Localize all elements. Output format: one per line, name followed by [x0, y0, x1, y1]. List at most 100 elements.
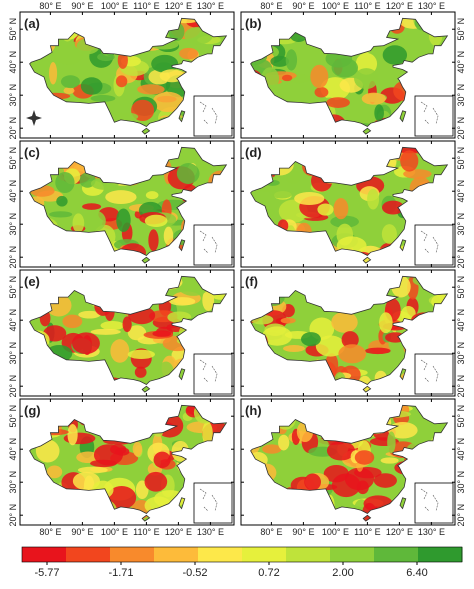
- map-patch: [60, 75, 80, 89]
- map-patch: [285, 49, 298, 71]
- lon-label: 120° E: [165, 527, 192, 537]
- lat-label: 20° N: [8, 504, 18, 527]
- panel: (e) 50° N 40° N 30° N 20° N: [8, 269, 235, 398]
- lon-label: 110° E: [354, 527, 380, 537]
- inset-islands: [199, 230, 218, 254]
- inset-frame: [193, 353, 233, 395]
- lon-label: 110° E: [133, 1, 159, 11]
- map-patch: [364, 347, 391, 355]
- inset-islands: [420, 230, 439, 254]
- compass: [26, 110, 42, 126]
- lat-label: 30° N: [8, 213, 18, 236]
- map-patch: [380, 457, 399, 464]
- lat-label: 50° N: [456, 18, 466, 41]
- legend-swatch: [154, 547, 199, 562]
- border: [29, 146, 228, 264]
- map-patch: [63, 87, 75, 95]
- legend-frame: [21, 546, 463, 563]
- map-patch: [83, 210, 106, 232]
- border: [250, 275, 449, 393]
- map-patch: [304, 473, 322, 491]
- map-patch: [283, 345, 305, 353]
- map-patch: [338, 344, 367, 364]
- map-patch: [381, 224, 397, 244]
- lat-label: 50° N: [456, 276, 466, 299]
- panel-label: (b): [245, 16, 262, 31]
- map-patch: [56, 195, 68, 207]
- map-patch: [326, 440, 356, 461]
- map-patch: [202, 421, 213, 446]
- panel: (a) 80° E 90° E 100° E 110° E 120° E 130° E 50°…: [8, 1, 235, 140]
- map-patch: [90, 94, 116, 102]
- map-patch: [387, 431, 396, 454]
- map-patch: [278, 434, 290, 451]
- map-patch: [294, 191, 325, 206]
- panel-label: (f): [245, 274, 258, 289]
- map-patch: [132, 441, 143, 457]
- lon-label: 110° E: [133, 527, 159, 537]
- legend-swatch: [330, 547, 375, 562]
- map-patch: [100, 320, 125, 331]
- map-patch: [148, 229, 159, 252]
- lat-label: 20° N: [8, 246, 18, 269]
- lat-label: 30° N: [8, 471, 18, 494]
- legend-label: 6.40: [406, 567, 427, 579]
- map-patch: [271, 190, 292, 199]
- lat-label: 50° N: [456, 147, 466, 170]
- map-patch: [202, 289, 215, 311]
- map-patch: [77, 466, 108, 474]
- legend-swatch: [242, 547, 287, 562]
- map-patch: [314, 87, 329, 98]
- map-patch: [110, 339, 130, 363]
- lat-label: 50° N: [8, 147, 18, 170]
- inset-frame: [193, 95, 233, 137]
- map-patch: [115, 75, 128, 88]
- map-patch: [176, 163, 200, 184]
- lon-label: 120° E: [165, 1, 192, 11]
- border: [250, 17, 449, 135]
- map-patch: [151, 54, 179, 73]
- panel-label: (h): [245, 403, 262, 418]
- lon-label: 80° E: [260, 1, 282, 11]
- lat-label: 20° N: [456, 117, 466, 140]
- legend-swatch: [22, 547, 67, 562]
- map-patch: [169, 297, 196, 306]
- map-patch: [144, 214, 168, 227]
- lon-label: 100° E: [101, 527, 128, 537]
- map-patch: [163, 226, 174, 246]
- inset-frame: [193, 482, 233, 524]
- map-patch: [152, 330, 172, 337]
- legend-label: -1.71: [108, 567, 133, 579]
- map-patch: [261, 326, 293, 346]
- lat-label: 40° N: [8, 309, 18, 332]
- map-patch: [373, 473, 397, 488]
- lat-label: 30° N: [456, 213, 466, 236]
- map-patch: [379, 312, 393, 334]
- map-patch: [127, 349, 156, 359]
- map-patch: [331, 473, 361, 498]
- panel: (d) 50° N 40° N 30° N 20° N: [240, 140, 466, 269]
- map-patch: [97, 52, 115, 62]
- map-patch: [153, 451, 171, 468]
- map-patch: [354, 68, 379, 90]
- lat-label: 20° N: [456, 375, 466, 398]
- lat-label: 40° N: [456, 438, 466, 461]
- lat-label: 30° N: [456, 471, 466, 494]
- panel-label: (d): [245, 145, 262, 160]
- map-patch: [382, 45, 408, 65]
- map-patch: [90, 328, 121, 335]
- panel: (c) 50° N 40° N 30° N 20° N: [8, 140, 235, 269]
- map-patch: [310, 64, 329, 89]
- legend-label: -0.52: [182, 567, 207, 579]
- map-patch: [400, 150, 419, 172]
- lat-label: 20° N: [8, 117, 18, 140]
- inset-frame: [414, 224, 454, 266]
- map-patch: [72, 332, 100, 355]
- lat-label: 20° N: [456, 504, 466, 527]
- legend-swatch: [198, 547, 243, 562]
- map-patch: [341, 331, 359, 349]
- lon-label: 120° E: [386, 527, 413, 537]
- map-patch: [105, 190, 137, 204]
- map-patch: [62, 314, 83, 329]
